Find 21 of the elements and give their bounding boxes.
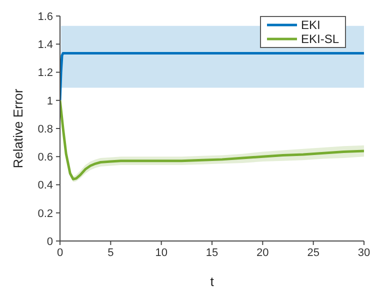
y-tick-label: 1.4 [38, 39, 53, 52]
x-tick-label: 5 [108, 246, 114, 259]
y-tick-label: 0.4 [38, 180, 53, 192]
y-tick-label: 1 [46, 95, 53, 108]
y-tick-label: 1.6 [38, 10, 53, 23]
y-tick-label: 0.8 [38, 123, 53, 136]
y-tick-label: 0 [46, 236, 53, 248]
y-tick-label: 0.6 [38, 152, 53, 164]
line-series [60, 52, 364, 102]
x-tick-label: 0 [56, 246, 64, 259]
x-tick-label: 30 [358, 246, 370, 259]
y-tick-label: 1.2 [38, 67, 53, 80]
y-tick-label: 0.2 [38, 208, 53, 220]
x-tick-label: 10 [155, 246, 168, 259]
x-axis-title: t [210, 274, 214, 290]
legend-label: EKI-SL [300, 32, 339, 46]
x-tick-label: 25 [307, 246, 320, 259]
x-tick-label: 15 [206, 246, 218, 259]
legend-label: EKI [300, 18, 320, 32]
y-axis-title: Relative Error [10, 88, 26, 168]
x-tick-label: 20 [256, 246, 269, 259]
